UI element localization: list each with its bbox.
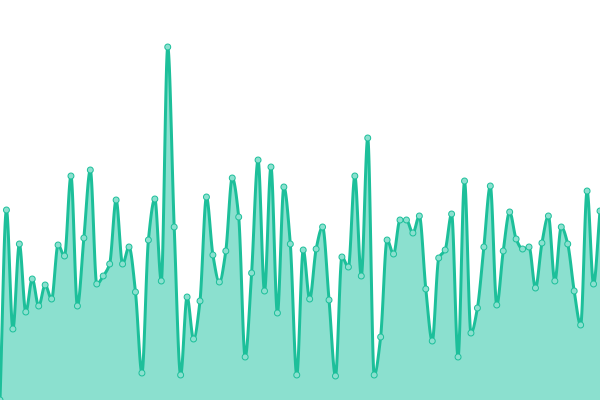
data-point <box>486 182 494 190</box>
data-point <box>390 250 398 258</box>
data-point <box>86 166 94 174</box>
data-point <box>261 287 269 295</box>
data-point <box>196 297 204 305</box>
data-point <box>428 337 436 345</box>
data-point <box>370 371 378 379</box>
data-point <box>157 277 165 285</box>
data-point <box>215 278 223 286</box>
data-point <box>402 216 410 224</box>
data-point <box>570 287 578 295</box>
data-point <box>144 236 152 244</box>
data-point <box>235 213 243 221</box>
data-point <box>538 239 546 247</box>
data-point <box>99 272 107 280</box>
data-point <box>15 240 23 248</box>
data-point <box>409 229 417 237</box>
data-point <box>299 246 307 254</box>
data-point <box>22 308 30 316</box>
data-point <box>177 371 185 379</box>
data-point <box>228 174 236 182</box>
data-point <box>306 295 314 303</box>
data-point <box>383 236 391 244</box>
data-point <box>9 325 17 333</box>
data-point <box>151 195 159 203</box>
data-point <box>577 321 585 329</box>
data-point <box>202 193 210 201</box>
data-point <box>170 223 178 231</box>
data-point <box>41 281 49 289</box>
data-point <box>125 243 133 251</box>
data-point <box>267 163 275 171</box>
data-point <box>67 172 75 180</box>
data-point <box>241 353 249 361</box>
data-point <box>454 353 462 361</box>
data-point <box>480 243 488 251</box>
data-point <box>512 235 520 243</box>
data-point <box>364 134 372 142</box>
data-point <box>551 277 559 285</box>
data-point <box>557 223 565 231</box>
data-point <box>564 240 572 248</box>
data-point <box>0 396 4 400</box>
data-point <box>525 243 533 251</box>
data-point <box>583 187 591 195</box>
data-point <box>48 295 56 303</box>
data-point <box>106 260 114 268</box>
data-point <box>73 302 81 310</box>
data-point <box>531 284 539 292</box>
data-point <box>222 247 230 255</box>
data-point <box>493 301 501 309</box>
data-point <box>131 288 139 296</box>
data-point <box>422 285 430 293</box>
data-point <box>2 206 10 214</box>
data-point <box>80 234 88 242</box>
data-point <box>319 223 327 231</box>
data-point <box>61 252 69 260</box>
data-point <box>112 196 120 204</box>
data-point <box>499 247 507 255</box>
data-point <box>331 372 339 380</box>
data-point <box>164 43 172 51</box>
data-point <box>377 333 385 341</box>
area-fill <box>0 47 600 400</box>
data-point <box>93 280 101 288</box>
data-point <box>28 275 36 283</box>
data-point <box>344 263 352 271</box>
data-point <box>190 335 198 343</box>
data-point <box>357 272 365 280</box>
data-point <box>209 251 217 259</box>
data-point <box>519 245 527 253</box>
data-point <box>435 254 443 262</box>
data-point <box>441 246 449 254</box>
data-point <box>119 260 127 268</box>
data-point <box>448 210 456 218</box>
data-point <box>248 269 256 277</box>
data-point <box>183 293 191 301</box>
data-point <box>396 216 404 224</box>
data-point <box>596 207 600 215</box>
data-point <box>286 240 294 248</box>
data-point <box>293 371 301 379</box>
data-point <box>351 172 359 180</box>
data-point <box>506 208 514 216</box>
data-point <box>473 304 481 312</box>
data-point <box>461 177 469 185</box>
data-points <box>0 43 600 400</box>
data-point <box>312 245 320 253</box>
data-point <box>467 329 475 337</box>
data-point <box>35 302 43 310</box>
data-point <box>280 183 288 191</box>
data-point <box>54 241 62 249</box>
data-point <box>415 212 423 220</box>
data-point <box>273 309 281 317</box>
data-point <box>254 156 262 164</box>
data-point <box>590 280 598 288</box>
data-point <box>138 369 146 377</box>
data-point <box>325 296 333 304</box>
data-point <box>544 212 552 220</box>
data-point <box>338 253 346 261</box>
